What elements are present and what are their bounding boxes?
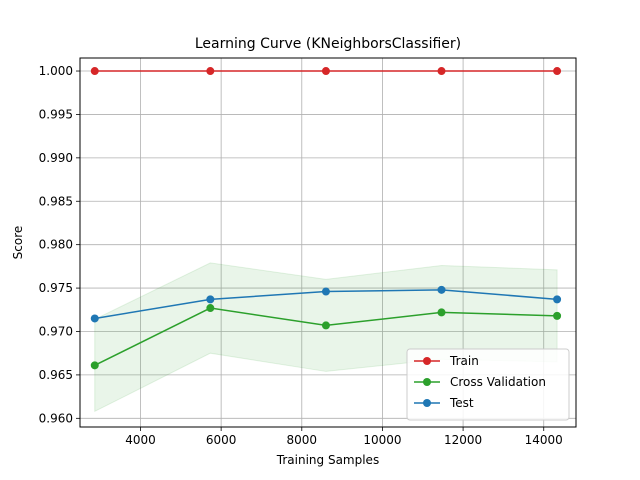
train-point [90,67,99,76]
cross-validation-point [437,308,446,317]
test-point [206,295,215,304]
series-layer [90,67,562,370]
train-point [206,67,215,76]
y-tick-label: 0.975 [39,281,73,295]
x-tick-label: 6000 [206,433,237,447]
x-tick-label: 4000 [125,433,156,447]
y-tick-label: 0.990 [39,151,73,165]
cross-validation-point [321,321,330,330]
train-point [321,67,330,76]
legend-marker-test [423,399,431,407]
train-point [437,67,446,76]
test-point [553,295,562,304]
y-tick-label: 0.970 [39,324,73,338]
y-tick-label: 0.995 [39,107,73,121]
cross-validation-point [206,304,215,313]
train-point [553,67,562,76]
x-tick-label: 12000 [444,433,482,447]
legend-marker-train [423,357,431,365]
test-point [437,285,446,294]
legend-label-cross-validation: Cross Validation [450,375,546,389]
y-tick-label: 1.000 [39,64,73,78]
chart-title: Learning Curve (KNeighborsClassifier) [195,36,461,52]
test-point [321,287,330,296]
x-tick-label: 14000 [525,433,563,447]
plot-frame [79,57,577,428]
legend-marker-cross-validation [423,378,431,386]
legend-box [406,348,570,421]
x-tick-label: 8000 [287,433,318,447]
x-axis-label: Training Samples [276,453,379,467]
x-tick-label: 10000 [363,433,401,447]
y-tick-label: 0.960 [39,411,73,425]
test-point [90,314,99,323]
legend-label-train: Train [449,354,479,368]
cross-validation-point [553,311,562,320]
y-tick-label: 0.980 [39,238,73,252]
y-axis-label: Score [11,226,25,260]
legend: Train Cross Validation Test [406,348,570,421]
y-tick-label: 0.965 [39,368,73,382]
cross-validation-point [90,361,99,370]
y-tick-label: 0.985 [39,194,73,208]
y-axis-ticks: 0.960 0.965 0.970 0.975 0.980 0.985 0.990 0.995… [39,64,80,425]
x-axis-ticks: 4000 6000 8000 10000 12000 14000 [125,427,563,447]
legend-label-test: Test [449,396,474,410]
